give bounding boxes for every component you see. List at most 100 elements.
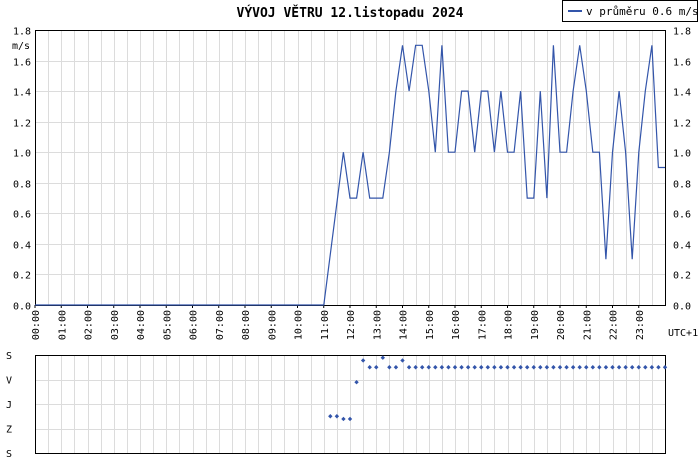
direction-point xyxy=(616,365,622,370)
x-tick-label: 11:00 xyxy=(320,310,331,340)
x-tick-label: 16:00 xyxy=(451,310,462,340)
direction-point xyxy=(465,365,471,370)
dir-tick-label: S xyxy=(6,449,12,460)
direction-point xyxy=(505,365,510,370)
speed-series-line xyxy=(35,44,665,306)
x-tick-label: 06:00 xyxy=(189,310,200,340)
direction-point xyxy=(387,365,392,370)
dir-tick-label: V xyxy=(6,376,12,387)
y-tick-label-right: 0.4 xyxy=(673,241,691,252)
direction-point xyxy=(597,365,602,370)
y-tick-label-left: 0.6 xyxy=(13,210,31,221)
direction-point xyxy=(459,365,464,370)
x-tick-label: 04:00 xyxy=(136,310,147,340)
direction-point xyxy=(360,358,366,363)
direction-point xyxy=(557,365,563,370)
x-tick-label: 01:00 xyxy=(57,310,68,340)
x-tick-label: 13:00 xyxy=(372,310,383,340)
direction-point xyxy=(367,365,372,370)
speed-grid xyxy=(35,30,666,306)
x-tick-label: 15:00 xyxy=(425,310,436,340)
direction-grid xyxy=(35,355,666,454)
y-tick-label-left: 1.6 xyxy=(13,58,31,69)
direction-point xyxy=(433,365,438,370)
direction-point xyxy=(629,365,635,370)
direction-point xyxy=(551,365,556,370)
y-tick-label-left: 0.0 xyxy=(13,302,31,313)
x-tick-label: 05:00 xyxy=(162,310,173,340)
legend: v průměru 0.6 m/s xyxy=(562,0,699,22)
direction-point xyxy=(354,380,359,385)
dir-tick-label: J xyxy=(6,400,12,411)
x-tick-label: 08:00 xyxy=(241,310,252,340)
direction-point xyxy=(643,365,648,370)
direction-point xyxy=(439,365,445,370)
direction-point xyxy=(380,355,386,360)
y-tick-label-left: 0.2 xyxy=(13,271,31,282)
direction-series xyxy=(328,355,668,422)
direction-point xyxy=(485,365,491,370)
direction-point xyxy=(446,365,451,370)
legend-box xyxy=(562,0,698,22)
y-tick-label-left: 1.8 xyxy=(13,27,31,38)
speed-ticks: 00:00 01:00 02:00 03:00 04:00 05:00 06:00 07:00… xyxy=(13,27,691,341)
direction-point xyxy=(498,365,504,370)
direction-point xyxy=(400,358,405,363)
direction-point xyxy=(426,365,431,370)
direction-point xyxy=(341,416,346,422)
direction-ticks: S V J Z S xyxy=(6,351,12,460)
y-axis-unit-label: m/s xyxy=(12,41,30,52)
y-tick-label-right: 1.6 xyxy=(673,58,691,69)
direction-point xyxy=(479,365,484,370)
y-tick-label-right: 1.0 xyxy=(673,149,691,160)
x-tick-label: 12:00 xyxy=(346,310,357,340)
x-tick-label: 19:00 xyxy=(530,310,541,340)
x-tick-label: 02:00 xyxy=(84,310,95,340)
x-tick-label: 21:00 xyxy=(582,310,593,340)
direction-point xyxy=(374,365,379,370)
direction-point xyxy=(570,365,576,370)
direction-point xyxy=(328,414,333,419)
y-tick-label-left: 1.4 xyxy=(13,88,31,99)
y-tick-label-right: 0.8 xyxy=(673,180,691,191)
y-tick-label-right: 1.2 xyxy=(673,119,691,130)
direction-point xyxy=(413,365,418,370)
x-tick-label: 03:00 xyxy=(110,310,121,340)
direction-point xyxy=(636,365,641,370)
x-tick-label: 07:00 xyxy=(215,310,226,340)
y-tick-label-left: 1.2 xyxy=(13,119,31,130)
direction-point xyxy=(518,365,523,370)
x-tick-label: 23:00 xyxy=(635,310,646,340)
direction-point xyxy=(610,365,615,370)
direction-point xyxy=(603,365,609,370)
direction-point xyxy=(419,365,425,370)
x-tick-label: 17:00 xyxy=(477,310,488,340)
chart-title: VÝVOJ VĚTRU 12.listopadu 2024 xyxy=(237,5,464,21)
direction-point xyxy=(531,365,536,370)
direction-point xyxy=(564,365,569,370)
direction-point xyxy=(649,365,655,370)
direction-point xyxy=(584,365,589,370)
direction-point xyxy=(662,365,668,370)
x-tick-label: 10:00 xyxy=(294,310,305,340)
direction-point xyxy=(334,414,340,419)
direction-point xyxy=(347,416,353,422)
direction-point xyxy=(590,365,596,370)
y-tick-label-left: 1.0 xyxy=(13,149,31,160)
time-zone-label: UTC+1 xyxy=(668,328,698,339)
x-tick-label: 22:00 xyxy=(609,310,620,340)
y-tick-label-right: 0.6 xyxy=(673,210,691,221)
x-tick-label: 09:00 xyxy=(267,310,278,340)
x-tick-label: 00:00 xyxy=(31,310,42,340)
direction-point xyxy=(623,365,628,370)
direction-point xyxy=(393,365,399,370)
x-tick-label: 20:00 xyxy=(556,310,567,340)
x-tick-label: 18:00 xyxy=(504,310,515,340)
direction-point xyxy=(538,365,543,370)
direction-point xyxy=(511,365,517,370)
y-tick-label-right: 0.2 xyxy=(673,271,691,282)
y-tick-label-right: 1.8 xyxy=(673,27,691,38)
y-tick-label-left: 0.8 xyxy=(13,180,31,191)
direction-point xyxy=(406,365,412,370)
